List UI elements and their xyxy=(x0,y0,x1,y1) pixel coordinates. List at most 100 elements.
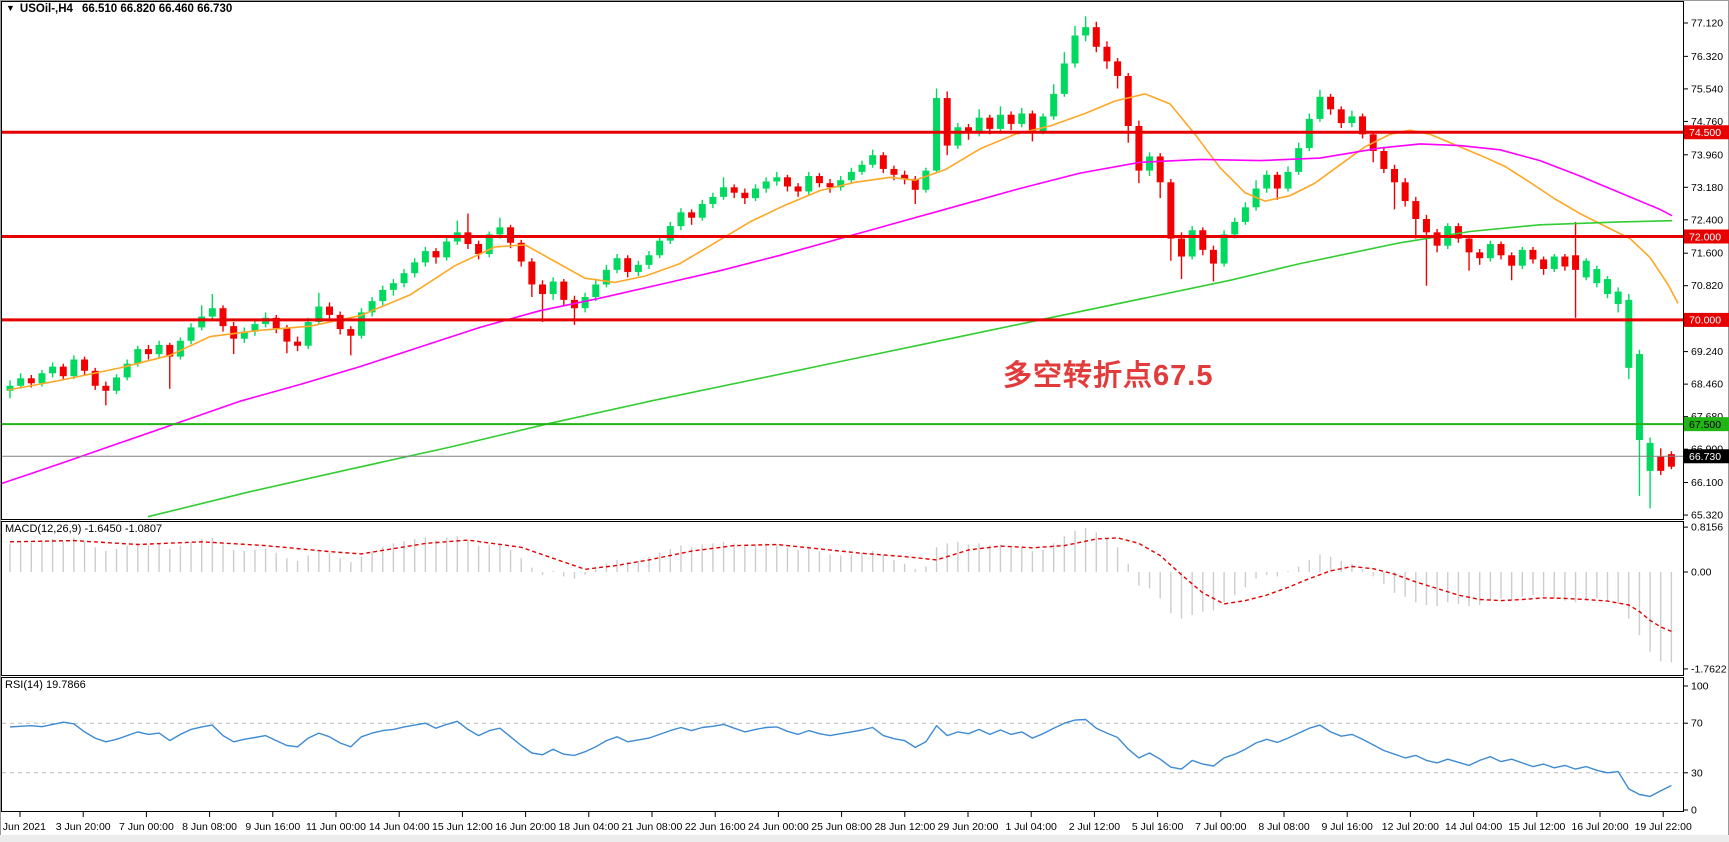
candle-body xyxy=(730,187,738,193)
candle-body xyxy=(634,264,642,272)
time-tick-label: 2 Jul 12:00 xyxy=(1069,821,1121,833)
candle-body xyxy=(752,188,759,199)
candle-body xyxy=(656,240,664,256)
macd-tick-label: 0.8156 xyxy=(1691,522,1723,534)
candle-body xyxy=(826,183,834,188)
level-badge-67.500 xyxy=(1684,417,1729,432)
candle-body xyxy=(1103,46,1111,62)
candle-body xyxy=(208,308,216,317)
time-tick-label: 8 Jul 08:00 xyxy=(1258,821,1310,833)
candlesticks[interactable] xyxy=(6,16,1675,509)
candle-body xyxy=(272,317,280,329)
candle-body xyxy=(1401,182,1409,202)
candle-body xyxy=(70,359,78,377)
rsi-panel[interactable] xyxy=(1,677,1684,812)
macd-panel[interactable] xyxy=(1,521,1684,676)
candle-body xyxy=(1380,151,1388,169)
candle-body xyxy=(187,327,195,341)
level-badge-67.500-text: 67.500 xyxy=(1689,419,1721,431)
time-tick-label: 21 Jun 08:00 xyxy=(622,821,683,833)
level-badge-70.000-text: 70.000 xyxy=(1689,315,1721,327)
price-tick-label: 77.120 xyxy=(1691,18,1723,30)
price-tick-label: 72.400 xyxy=(1691,214,1723,226)
price-axis[interactable]: 77.120 76.320 75.540 74.760 73.960 73.180 72.4… xyxy=(1683,18,1729,817)
time-tick-label: 18 Jun 04:00 xyxy=(558,821,619,833)
candle-body xyxy=(6,385,14,391)
candle-body xyxy=(485,234,493,255)
candle-body xyxy=(1188,230,1196,257)
candle-body xyxy=(1050,93,1058,117)
candle-body xyxy=(933,98,941,171)
time-tick-label: 7 Jul 00:00 xyxy=(1195,821,1247,833)
rsi-tick-label: 70 xyxy=(1691,718,1703,730)
candle-body xyxy=(81,359,89,371)
current-price-badge-text: 66.730 xyxy=(1689,451,1721,463)
macd-indicator-label: MACD(12,26,9) -1.6450 -1.0807 xyxy=(5,523,163,535)
symbol-dropdown-icon[interactable]: ▼ xyxy=(6,3,15,13)
candle-body xyxy=(1007,114,1015,124)
time-axis[interactable]: 2 Jun 2021 3 Jun 20:00 7 Jun 00:00 8 Jun 08… xyxy=(0,812,1729,842)
candle-body xyxy=(624,258,632,272)
candle-body xyxy=(1359,116,1367,135)
candle-body xyxy=(847,171,855,181)
candle-body xyxy=(1146,156,1154,171)
candle-body xyxy=(996,114,1004,129)
candle-body xyxy=(1412,201,1420,219)
candle-body xyxy=(1039,116,1047,132)
symbol-period-label: USOil-,H4 xyxy=(19,3,73,15)
candle-body xyxy=(155,344,163,355)
candle-body xyxy=(113,377,120,391)
macd-tick-label: -1.7622 xyxy=(1691,663,1727,675)
candle-body xyxy=(347,329,355,336)
time-tick-label: 1 Jul 04:00 xyxy=(1006,821,1058,833)
time-tick-label: 22 Jun 16:00 xyxy=(685,821,746,833)
candle-body xyxy=(326,306,333,315)
candle-body xyxy=(815,176,823,184)
candle-body xyxy=(496,227,504,235)
candle-body xyxy=(613,258,621,270)
candle-body xyxy=(1178,238,1185,257)
time-tick-label: 2 Jun 2021 xyxy=(0,821,46,833)
candle-body xyxy=(1476,252,1484,259)
price-tick-label: 66.100 xyxy=(1691,477,1723,489)
candle-body xyxy=(1657,456,1665,471)
ohlc-quote: 66.510 66.820 66.460 66.730 xyxy=(81,3,233,15)
candle-body xyxy=(879,155,887,169)
time-tick-label: 12 Jul 20:00 xyxy=(1382,821,1439,833)
rsi-tick-label: 0 xyxy=(1691,805,1697,817)
candle-body xyxy=(539,284,546,295)
candle-body xyxy=(1209,249,1217,264)
candle-body xyxy=(858,164,866,172)
candle-body xyxy=(943,98,951,146)
time-tick-label: 9 Jul 16:00 xyxy=(1322,821,1374,833)
time-tick-label: 14 Jul 04:00 xyxy=(1445,821,1502,833)
candle-body xyxy=(1667,454,1675,467)
candle-body xyxy=(1486,244,1494,259)
price-panel[interactable] xyxy=(1,1,1684,520)
macd-signal-line xyxy=(9,537,1672,633)
rsi-line xyxy=(9,718,1672,798)
candle-body xyxy=(198,316,206,328)
chart-annotation-text: 多空转折点67.5 xyxy=(1003,360,1214,392)
price-tick-label: 75.540 xyxy=(1691,83,1723,95)
time-tick-label: 25 Jun 08:00 xyxy=(811,821,872,833)
candle-body xyxy=(1337,109,1345,124)
level-badge-72.000-text: 72.000 xyxy=(1689,231,1721,243)
price-tick-label: 71.600 xyxy=(1691,248,1723,260)
price-tick-label: 73.180 xyxy=(1691,182,1723,194)
candle-body xyxy=(869,155,877,165)
time-tick-label: 29 Jun 20:00 xyxy=(938,821,999,833)
candle-body xyxy=(1071,35,1079,64)
candle-body xyxy=(986,117,994,129)
candle-body xyxy=(240,331,248,339)
candle-body xyxy=(1092,27,1100,47)
candle-body xyxy=(922,170,930,190)
candle-body xyxy=(720,187,728,197)
time-tick-label: 11 Jun 00:00 xyxy=(306,821,366,833)
candle-body xyxy=(1231,221,1239,235)
candle-body xyxy=(581,296,589,309)
candle-body xyxy=(166,344,174,357)
candle-body xyxy=(400,273,408,284)
candle-body xyxy=(677,212,685,227)
